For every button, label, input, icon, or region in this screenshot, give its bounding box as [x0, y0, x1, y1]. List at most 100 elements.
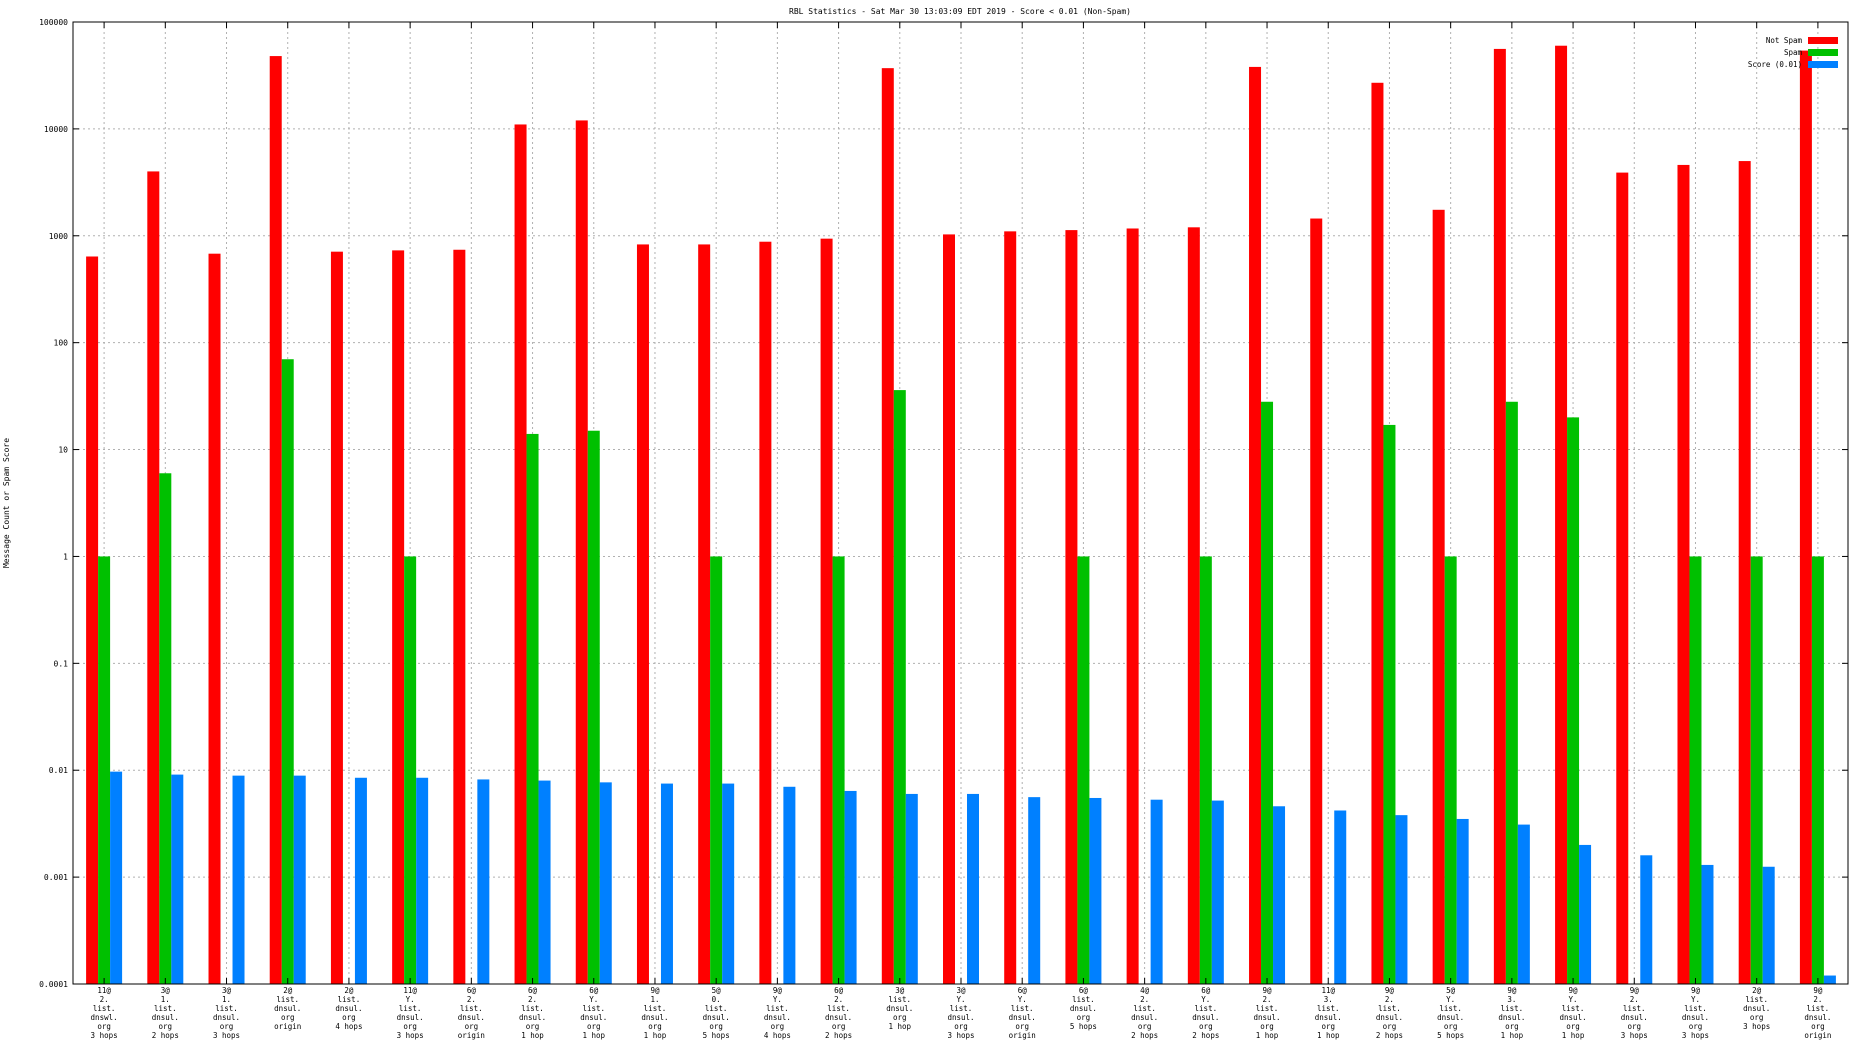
bar-score-0-01	[599, 782, 612, 984]
bar-not-spam	[1677, 164, 1690, 984]
bar-score-0-01	[1762, 866, 1775, 984]
bar-score-0-01	[844, 790, 857, 984]
x-tick-label: 9@ 2. list. dnsul. org 3 hops	[1621, 986, 1648, 1040]
bar-score-0-01	[1456, 818, 1469, 984]
bar-score-0-01	[1640, 855, 1653, 984]
bar-score-0-01	[1823, 975, 1836, 984]
x-tick-label: 9@ 2. list. dnsul. org origin	[1804, 986, 1831, 1040]
bar-not-spam	[86, 256, 99, 984]
bar-spam	[1261, 401, 1274, 984]
bar-score-0-01	[967, 793, 979, 984]
bar-not-spam	[1555, 45, 1568, 985]
bar-not-spam	[269, 56, 282, 984]
bar-spam	[1077, 556, 1090, 984]
y-tick-label: 10000	[44, 125, 68, 134]
bar-not-spam	[575, 120, 588, 984]
bar-not-spam	[1493, 48, 1506, 985]
bar-score-0-01	[1028, 797, 1041, 984]
x-tick-label: 9@ 2. list. dnsul. org 2 hops	[1376, 986, 1403, 1040]
bar-score-0-01	[1395, 815, 1408, 984]
bar-not-spam	[1065, 230, 1078, 985]
x-tick-label: 6@ list. dnsul. org 5 hops	[1070, 986, 1097, 1031]
bar-spam	[98, 556, 111, 984]
x-tick-label: 9@ Y. list. dnsul. org 1 hop	[1560, 986, 1587, 1040]
bar-not-spam	[1371, 82, 1384, 985]
y-tick-label: 0.1	[54, 659, 69, 668]
bar-spam	[1567, 417, 1580, 984]
bar-not-spam	[1310, 218, 1323, 985]
x-tick-label: 6@ Y. list. dnsul. org origin	[1009, 986, 1036, 1040]
legend-swatch	[1808, 37, 1838, 44]
x-tick-label: 3@ 1. list. dnsul. org 2 hops	[152, 986, 179, 1040]
x-tick-label: 2@ list. dnsul. org 3 hops	[1743, 986, 1770, 1031]
x-tick-label: 11@ Y. list. dnsul. org 3 hops	[397, 986, 424, 1040]
bar-score-0-01	[1211, 800, 1224, 984]
x-axis-labels: 11@ 2. list. dnswl. org 3 hops 3@ 1. list. dnsul.…	[91, 22, 1831, 1040]
x-tick-label: 6@ Y. list. dnsul. org 2 hops	[1192, 986, 1219, 1040]
bar-score-0-01	[354, 777, 367, 984]
bar-spam	[1199, 556, 1212, 984]
bar-not-spam	[208, 253, 221, 984]
legend-label: Not Spam	[1766, 36, 1803, 45]
x-tick-label: 3@ 1. list. dnsul. org 3 hops	[213, 986, 240, 1040]
y-tick-label: 1000	[49, 232, 68, 241]
bar-not-spam	[453, 249, 466, 985]
bar-spam	[1750, 556, 1763, 984]
bar-spam	[159, 473, 172, 984]
bar-spam	[1383, 424, 1396, 985]
bar-score-0-01	[171, 774, 184, 984]
bar-score-0-01	[232, 775, 245, 984]
bar-not-spam	[943, 234, 955, 984]
bar-not-spam	[1799, 50, 1812, 985]
bar-not-spam	[1738, 161, 1751, 984]
bar-not-spam	[514, 124, 527, 984]
y-tick-label: 10	[58, 446, 68, 455]
bar-spam	[1689, 556, 1702, 984]
x-tick-label: 9@ 2. list. dnsul. org 1 hop	[1253, 986, 1280, 1040]
bar-score-0-01	[416, 777, 429, 984]
y-tick-label: 1	[63, 552, 68, 561]
x-tick-label: 6@ 2. list. dnsul. org origin	[458, 986, 485, 1040]
bar-not-spam	[392, 250, 405, 985]
bar-score-0-01	[1517, 824, 1530, 984]
legend-swatch	[1808, 49, 1838, 56]
bar-not-spam	[1187, 227, 1200, 984]
x-tick-label: 9@ Y. list. dnsul. org 4 hops	[764, 986, 791, 1040]
y-tick-label: 100000	[39, 18, 68, 27]
bar-not-spam	[636, 244, 649, 984]
x-tick-label: 11@ 3. list. dnsul. org 1 hop	[1315, 986, 1342, 1040]
legend-label: Spam	[1784, 48, 1803, 57]
legend-label: Score (0.01)	[1748, 60, 1802, 69]
x-tick-label: 9@ 3. list. dnsul. org 1 hop	[1498, 986, 1525, 1040]
x-tick-label: 9@ 1. list. dnsul. org 1 hop	[641, 986, 668, 1040]
bar-score-0-01	[1089, 797, 1102, 984]
bar-not-spam	[820, 238, 833, 984]
bar-score-0-01	[110, 771, 123, 984]
x-tick-label: 2@ list. dnsul. org origin	[274, 986, 301, 1031]
bar-score-0-01	[905, 793, 918, 984]
bar-not-spam	[1126, 228, 1139, 984]
bar-not-spam	[759, 241, 772, 984]
x-tick-label: 11@ 2. list. dnswl. org 3 hops	[91, 986, 118, 1040]
bar-not-spam	[330, 251, 343, 984]
bar-score-0-01	[660, 783, 673, 984]
bar-not-spam	[698, 244, 711, 984]
bar-not-spam	[1249, 66, 1262, 985]
bar-spam	[281, 359, 294, 984]
bar-score-0-01	[1273, 806, 1286, 984]
y-axis-ticks: 0.0001 0.001 0.01 0.1 1 10 100 1000 10000 100000	[39, 18, 1848, 989]
x-tick-label: 3@ Y. list. dnsul. org 3 hops	[947, 986, 974, 1040]
legend-swatch	[1808, 61, 1838, 68]
x-tick-label: 4@ 2. list. dnsul. org 2 hops	[1131, 986, 1158, 1040]
x-tick-label: 5@ 0. list. dnsul. org 5 hops	[703, 986, 730, 1040]
bar-score-0-01	[477, 779, 490, 984]
bar-spam	[587, 430, 600, 984]
x-tick-label: 6@ Y. list. dnsul. org 1 hop	[580, 986, 607, 1040]
x-tick-label: 9@ Y. list. dnsul. org 3 hops	[1682, 986, 1709, 1040]
chart-title: RBL Statistics - Sat Mar 30 13:03:09 EDT…	[789, 7, 1131, 16]
bar-not-spam	[147, 171, 160, 984]
bar-score-0-01	[1334, 810, 1347, 984]
bar-not-spam	[881, 68, 894, 985]
